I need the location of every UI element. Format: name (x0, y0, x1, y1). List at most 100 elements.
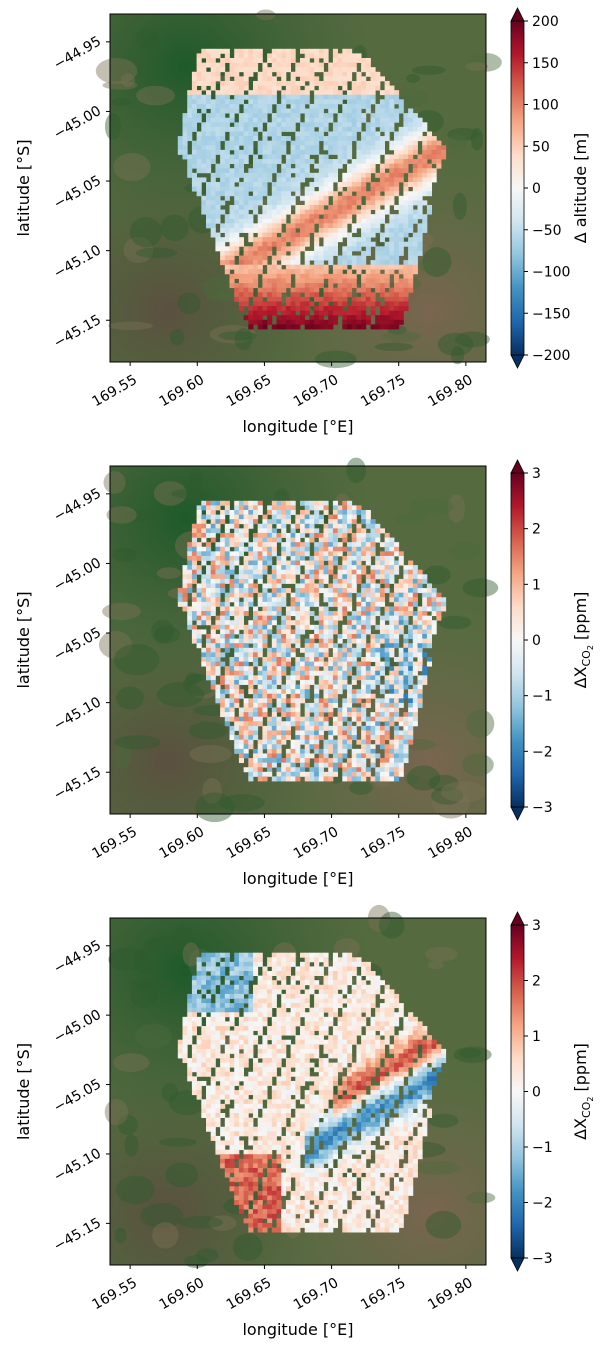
heatmap-cell (281, 269, 287, 275)
heatmap-cell (262, 730, 268, 736)
heatmap-cell (361, 679, 367, 685)
heatmap-cell (309, 721, 315, 727)
heatmap-cell (403, 643, 409, 649)
heatmap-cell (318, 569, 324, 575)
heatmap-cell (347, 57, 353, 63)
heatmap-cell (262, 149, 268, 155)
heatmap-cell (351, 776, 357, 782)
heatmap-cell (182, 606, 188, 612)
heatmap-cell (318, 172, 324, 178)
heatmap-cell (210, 131, 216, 137)
heatmap-cell (332, 758, 339, 764)
heatmap-cell (262, 90, 268, 96)
heatmap-cell (412, 716, 418, 722)
heatmap-cell (243, 278, 249, 284)
heatmap-cell (342, 661, 348, 667)
heatmap-cell (323, 85, 329, 91)
heatmap-cell (253, 283, 259, 289)
heatmap-cell (253, 209, 259, 215)
heatmap-cell (271, 260, 277, 266)
heatmap-cell (309, 528, 315, 534)
heatmap-cell (262, 712, 268, 718)
heatmap-cell (295, 191, 301, 197)
heatmap-cell (356, 758, 362, 764)
heatmap-cell (323, 509, 329, 515)
heatmap-cell (243, 131, 249, 137)
heatmap-cell (394, 315, 400, 321)
heatmap-cell (243, 629, 249, 635)
heatmap-cell (238, 546, 245, 552)
heatmap-cell (370, 670, 376, 676)
heatmap-cell (323, 301, 329, 307)
heatmap-cell (347, 597, 353, 603)
heatmap-cell (412, 620, 418, 626)
heatmap-cell (403, 753, 409, 759)
heatmap-cell (361, 620, 367, 626)
heatmap-cell (351, 569, 357, 575)
heatmap-cell (426, 204, 433, 210)
heatmap-cell (356, 154, 362, 160)
heatmap-cell (323, 287, 329, 293)
heatmap-cell (295, 117, 301, 123)
heatmap-cell (361, 218, 367, 224)
heatmap-cell (337, 574, 343, 580)
heatmap-cell (271, 80, 277, 86)
heatmap-cell (431, 168, 437, 174)
heatmap-cell (365, 301, 371, 307)
heatmap-cell (309, 555, 315, 561)
heatmap-cell (412, 126, 418, 132)
heatmap-cell (290, 264, 296, 270)
heatmap-cell (253, 131, 259, 137)
heatmap-cell (262, 528, 268, 534)
heatmap-cell (398, 739, 404, 745)
heatmap-cell (257, 984, 263, 990)
heatmap-cell (243, 214, 249, 220)
heatmap-cell (210, 140, 216, 146)
heatmap-cell (365, 131, 371, 137)
heatmap-cell (243, 984, 249, 990)
heatmap-cell (271, 191, 277, 197)
heatmap-cell (332, 998, 339, 1004)
heatmap-cell (243, 569, 249, 575)
heatmap-cell (394, 260, 400, 266)
heatmap-cell (220, 542, 226, 548)
heatmap-cell (229, 735, 235, 741)
heatmap-cell (403, 601, 409, 607)
heatmap-cell (285, 62, 292, 68)
heatmap-cell (417, 689, 423, 695)
heatmap-cell (271, 232, 277, 238)
heatmap-cell (375, 250, 381, 256)
heatmap-cell (412, 241, 418, 247)
heatmap-cell (375, 108, 381, 114)
heatmap-cell (262, 666, 268, 672)
heatmap-cell (220, 122, 226, 128)
heatmap-cell (191, 560, 198, 566)
heatmap-cell (295, 283, 301, 289)
heatmap-cell (196, 168, 202, 174)
heatmap-cell (328, 684, 334, 690)
heatmap-cell (262, 103, 268, 109)
heatmap-cell (281, 629, 287, 635)
heatmap-cell (300, 739, 306, 745)
heatmap-cell (253, 122, 259, 128)
heatmap-cell (394, 273, 400, 279)
heatmap-cell (351, 758, 357, 764)
heatmap-cell (248, 103, 254, 109)
heatmap-cell (394, 993, 400, 999)
heatmap-cell (257, 76, 263, 82)
heatmap-cell (403, 620, 409, 626)
heatmap-cell (262, 163, 268, 169)
heatmap-cell (253, 555, 259, 561)
heatmap-cell (229, 565, 235, 571)
heatmap-cell (304, 223, 310, 229)
heatmap-cell (248, 998, 254, 1004)
heatmap-cell (224, 246, 230, 252)
heatmap-cell (267, 735, 273, 741)
heatmap-cell (342, 629, 348, 635)
heatmap-cell (243, 634, 249, 639)
heatmap-cell (323, 528, 329, 534)
heatmap-cell (412, 260, 418, 266)
heatmap-cell (332, 643, 339, 649)
heatmap-cell (347, 269, 353, 275)
heatmap-cell (389, 629, 395, 635)
